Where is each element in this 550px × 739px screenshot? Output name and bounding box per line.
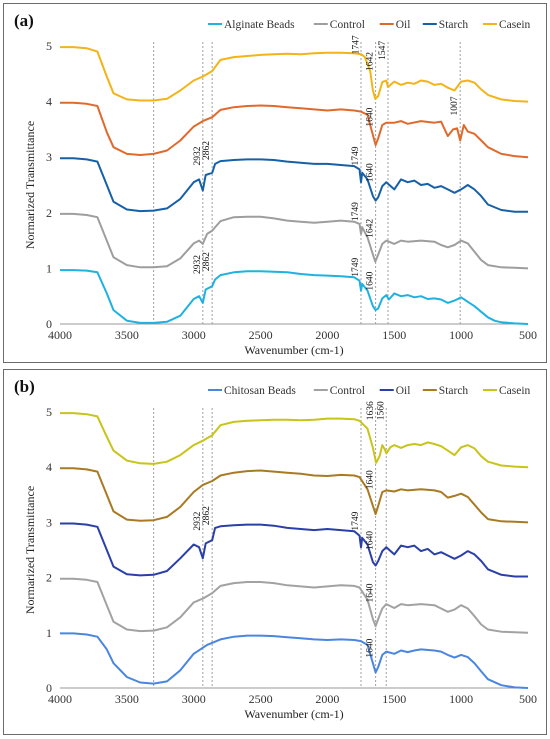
legend-label: Casein <box>499 385 531 397</box>
peak-annotation: 2932 <box>193 146 203 165</box>
y-tick-label: 0 <box>46 317 52 331</box>
series-line <box>60 269 529 325</box>
legend-label: Oil <box>396 19 411 31</box>
x-tick-label: 1500 <box>382 692 406 706</box>
x-tick-label: 3000 <box>182 328 206 342</box>
x-tick-label: 1000 <box>449 328 473 342</box>
series-line <box>60 46 529 103</box>
y-tick-label: 5 <box>46 405 52 419</box>
panel-label: (a) <box>14 11 34 30</box>
peak-annotation: 1640 <box>366 583 376 602</box>
peak-annotation: 1640 <box>366 531 376 550</box>
x-tick-label: 1000 <box>449 692 473 706</box>
x-tick-label: 2000 <box>315 692 339 706</box>
peak-annotation: 1747 <box>351 35 361 54</box>
peak-annotation: 1640 <box>366 163 376 182</box>
panel-label: (b) <box>14 377 35 396</box>
y-tick-label: 4 <box>46 95 52 109</box>
peak-annotation: 2862 <box>202 506 212 525</box>
series-line <box>60 577 529 634</box>
x-tick-label: 3500 <box>115 692 139 706</box>
legend-label: Control <box>330 385 365 397</box>
chart-panel-b: (b) Chitosan Beads Control Oil Starch Casein 4… <box>3 369 547 735</box>
y-tick-label: 3 <box>46 515 52 529</box>
peak-annotation: 2932 <box>193 255 203 274</box>
peak-annotation: 2862 <box>202 141 212 160</box>
peak-annotation: 1749 <box>351 146 361 165</box>
peak-annotation: 1547 <box>378 41 388 60</box>
peak-annotation: 1642 <box>365 219 375 238</box>
peak-annotation: 1560 <box>376 401 386 420</box>
series-line <box>60 522 528 578</box>
peak-annotation: 2932 <box>193 511 203 530</box>
series-line <box>60 101 529 159</box>
x-tick-label: 500 <box>519 328 537 342</box>
y-tick-label: 1 <box>46 626 52 640</box>
legend-label: Control <box>330 19 365 31</box>
ftir-chart-b: (b) Chitosan Beads Control Oil Starch Casein 4… <box>14 377 537 721</box>
x-axis-label: Wavenumber (cm-1) <box>244 343 343 357</box>
legend-label: Oil <box>396 385 411 397</box>
legend-label: Alginate Beads <box>224 19 295 31</box>
peak-annotation: 1007 <box>450 96 460 115</box>
series-line <box>60 212 529 270</box>
x-tick-label: 2500 <box>249 328 273 342</box>
y-tick-label: 5 <box>46 39 52 53</box>
peak-annotation: 1640 <box>366 638 376 657</box>
x-tick-label: 3500 <box>115 328 139 342</box>
x-tick-label: 4000 <box>48 692 72 706</box>
legend-label: Casein <box>499 19 531 31</box>
peak-annotation: 1642 <box>365 52 375 71</box>
x-tick-label: 3000 <box>182 692 206 706</box>
x-tick-label: 500 <box>519 692 537 706</box>
series-line <box>60 632 529 689</box>
x-tick-label: 1500 <box>382 328 406 342</box>
peak-annotation: 1636 <box>366 401 376 420</box>
peak-annotation: 1749 <box>351 511 361 530</box>
y-tick-label: 1 <box>46 261 52 275</box>
x-tick-label: 4000 <box>48 328 72 342</box>
legend-label: Starch <box>439 385 469 397</box>
peak-annotation: 1640 <box>366 271 376 290</box>
peak-annotation: 1640 <box>366 470 376 489</box>
y-tick-label: 4 <box>46 460 52 474</box>
peak-annotation: 1749 <box>351 257 361 276</box>
legend-label: Starch <box>439 19 469 31</box>
x-tick-label: 2500 <box>249 692 273 706</box>
legend-label: Chitosan Beads <box>224 385 296 397</box>
y-tick-label: 0 <box>46 681 52 695</box>
ftir-chart-a: (a) Alginate Beads Control Oil Starch Casein 4… <box>14 11 537 357</box>
series-line <box>60 467 529 524</box>
series-line <box>60 157 528 213</box>
y-axis-label: Normarized Transmittance <box>23 121 37 249</box>
x-axis-label: Wavenumber (cm-1) <box>244 707 343 721</box>
y-tick-label: 3 <box>46 150 52 164</box>
y-tick-label: 2 <box>46 206 52 220</box>
y-axis-label: Normarized Transmittance <box>23 486 37 614</box>
peak-annotation: 1640 <box>366 107 376 126</box>
peak-annotation: 2862 <box>202 252 212 271</box>
x-tick-label: 2000 <box>315 328 339 342</box>
chart-panel-a: (a) Alginate Beads Control Oil Starch Casein 4… <box>3 3 547 363</box>
series-line <box>60 412 529 469</box>
peak-annotation: 1749 <box>351 202 361 221</box>
y-tick-label: 2 <box>46 571 52 585</box>
